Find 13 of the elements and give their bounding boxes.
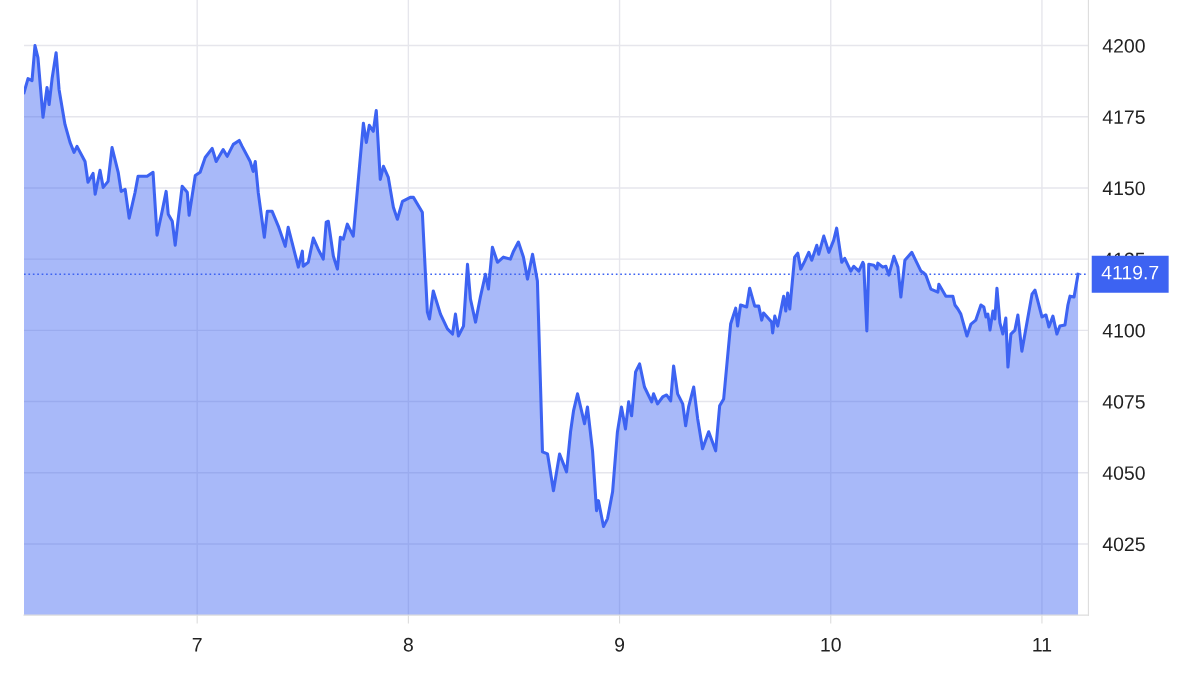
y-tick-label: 4050 [1102,466,1145,480]
y-tick-label: 4175 [1102,110,1145,124]
y-tick-label: 4025 [1102,537,1145,552]
x-tick-label: 10 [821,637,841,652]
y-tick-label: 4150 [1102,181,1145,196]
x-tick-label: 7 [192,638,202,652]
y-tick-label: 4075 [1102,395,1145,409]
x-tick-label: 8 [403,637,413,652]
ref-line-label: 4119.7 [1101,265,1159,280]
x-tick-label: 9 [615,637,625,652]
y-tick-label: 4100 [1102,323,1145,338]
y-tick-label: 4200 [1102,39,1145,53]
x-tick-label: 11 [1033,638,1052,652]
